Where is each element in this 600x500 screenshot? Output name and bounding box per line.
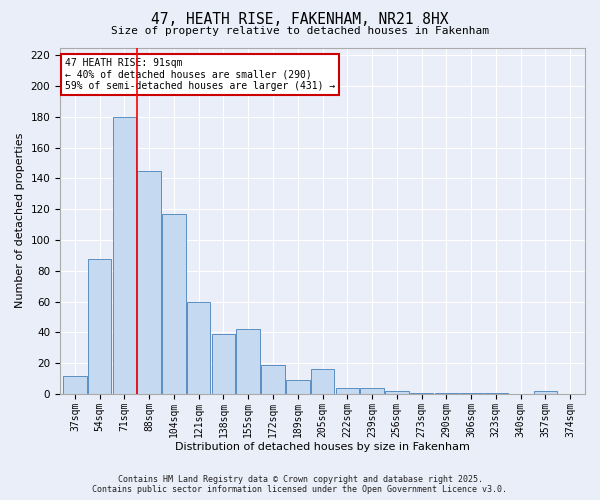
Bar [236,330,260,394]
Bar [360,388,384,394]
Text: Size of property relative to detached houses in Fakenham: Size of property relative to detached ho… [111,26,489,36]
Bar [410,392,433,394]
Bar [88,258,112,394]
Bar [533,391,557,394]
Bar [162,214,185,394]
Bar [286,380,310,394]
Text: 47, HEATH RISE, FAKENHAM, NR21 8HX: 47, HEATH RISE, FAKENHAM, NR21 8HX [151,12,449,28]
Bar [261,365,285,394]
Bar [212,334,235,394]
Bar [434,392,458,394]
X-axis label: Distribution of detached houses by size in Fakenham: Distribution of detached houses by size … [175,442,470,452]
Bar [63,376,86,394]
Bar [311,370,334,394]
Bar [484,392,508,394]
Bar [187,302,211,394]
Bar [335,388,359,394]
Text: 47 HEATH RISE: 91sqm
← 40% of detached houses are smaller (290)
59% of semi-deta: 47 HEATH RISE: 91sqm ← 40% of detached h… [65,58,335,91]
Y-axis label: Number of detached properties: Number of detached properties [15,133,25,308]
Bar [385,391,409,394]
Bar [137,170,161,394]
Text: Contains HM Land Registry data © Crown copyright and database right 2025.
Contai: Contains HM Land Registry data © Crown c… [92,474,508,494]
Bar [460,392,483,394]
Bar [113,117,136,394]
